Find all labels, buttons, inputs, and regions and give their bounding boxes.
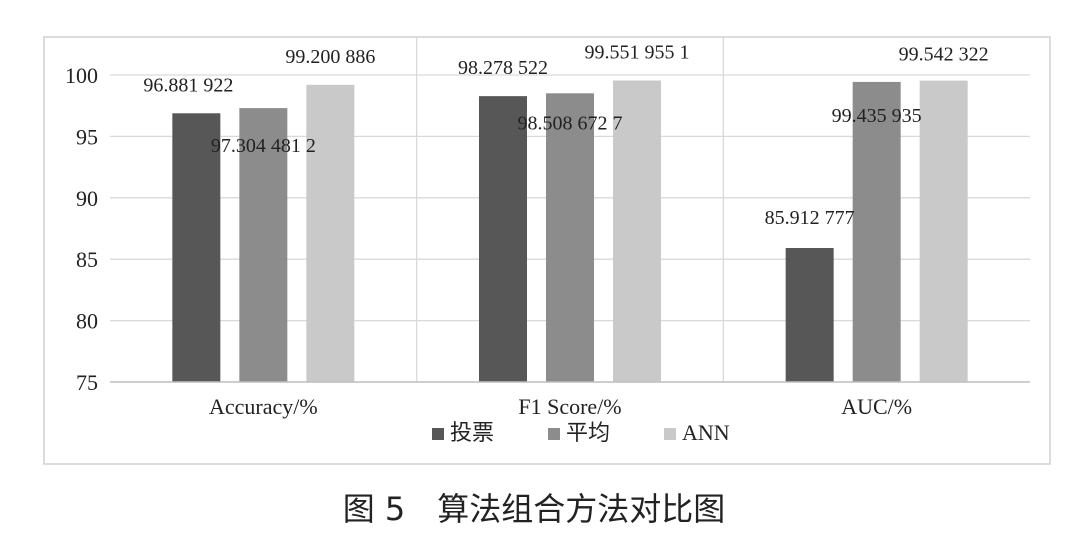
y-tick-label: 90 bbox=[76, 186, 98, 211]
legend-label: ANN bbox=[682, 420, 730, 445]
y-axis: 75 80 85 90 95 100 bbox=[65, 63, 98, 395]
x-tick-label: AUC/% bbox=[841, 394, 912, 419]
bar bbox=[172, 113, 221, 382]
bar bbox=[613, 80, 661, 383]
y-tick-label: 75 bbox=[76, 370, 98, 395]
data-label: 85.912 777 bbox=[765, 207, 855, 229]
bar bbox=[785, 247, 834, 382]
legend: 投票 平均 ANN bbox=[432, 420, 730, 445]
y-tick-label: 80 bbox=[76, 309, 98, 334]
x-tick-label: F1 Score/% bbox=[518, 394, 621, 419]
data-label: 98.278 522 bbox=[458, 57, 548, 79]
y-tick-label: 95 bbox=[76, 124, 98, 149]
data-label: 98.508 672 7 bbox=[518, 112, 623, 134]
bar bbox=[239, 108, 288, 383]
x-tick-label: Accuracy/% bbox=[209, 394, 318, 419]
bars bbox=[172, 80, 968, 383]
y-tick-label: 100 bbox=[65, 63, 98, 88]
y-tick-label: 85 bbox=[76, 247, 98, 272]
legend-swatch bbox=[432, 428, 444, 440]
bar bbox=[852, 81, 901, 382]
x-axis: Accuracy/% F1 Score/% AUC/% bbox=[110, 381, 1030, 419]
data-label: 99.200 886 bbox=[285, 46, 375, 68]
legend-swatch bbox=[548, 428, 560, 440]
data-label: 99.551 955 1 bbox=[585, 42, 690, 64]
data-label: 99.542 322 bbox=[899, 44, 989, 66]
figure-caption: 图 5 算法组合方法对比图 bbox=[343, 490, 726, 528]
data-label: 99.435 935 bbox=[832, 105, 922, 127]
legend-swatch bbox=[664, 428, 676, 440]
bar bbox=[479, 96, 527, 383]
bar bbox=[306, 84, 355, 383]
data-label: 97.304 481 2 bbox=[211, 135, 316, 157]
data-labels: 96.881 922 98.278 522 85.912 777 97.304 481… bbox=[143, 42, 988, 229]
bar bbox=[919, 80, 968, 382]
bar bbox=[546, 93, 594, 382]
legend-label: 投票 bbox=[450, 420, 494, 445]
data-label: 96.881 922 bbox=[143, 74, 233, 96]
legend-label: 平均 bbox=[566, 420, 610, 445]
